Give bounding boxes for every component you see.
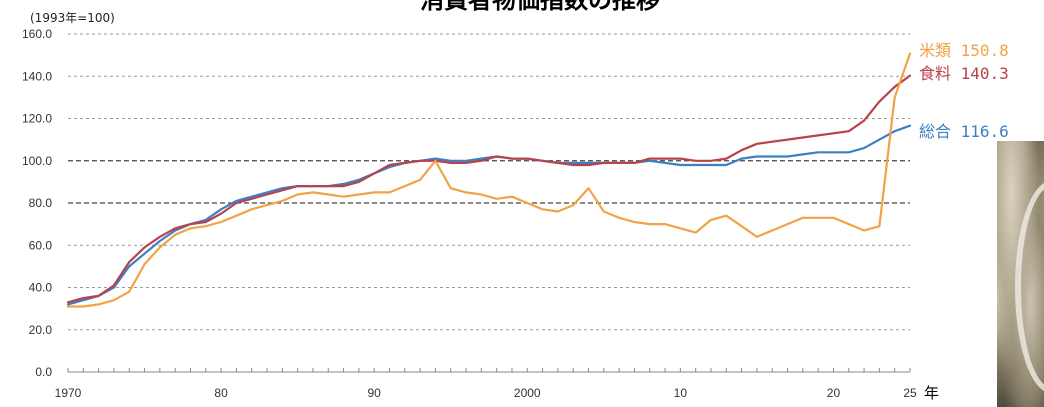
y-tick-label: 120.0 (22, 112, 52, 126)
series-end-labels: 総合 116.6 食料 140.3 米類 150.8 (919, 41, 1009, 141)
rice-bowl-rim (1015, 181, 1044, 393)
x-tick-label: 2000 (514, 386, 541, 400)
x-tick-label: 1970 (55, 386, 82, 400)
x-tick-label: 10 (674, 386, 688, 400)
y-tick-label: 100.0 (22, 154, 52, 168)
x-axis: 1970 80 90 2000 10 20 25 年 (55, 368, 939, 402)
series-lines (66, 52, 912, 308)
y-unit-note: (1993年=100) (30, 11, 115, 25)
y-tick-label: 160.0 (22, 27, 52, 41)
rice-photo (997, 141, 1044, 407)
series-line (66, 52, 912, 308)
y-tick-label: 60.0 (29, 238, 53, 252)
y-axis-tick-labels: 0.0 20.0 40.0 60.0 80.0 100.0 120.0 140.0 160.0 (22, 27, 52, 379)
series-end-label: 米類 150.8 (919, 41, 1009, 60)
series-line (66, 74, 912, 304)
chart-title: 消費者物価指数の推移 (420, 0, 660, 14)
series-end-label: 総合 116.6 (919, 122, 1009, 141)
y-tick-label: 0.0 (35, 365, 52, 379)
series-line (66, 124, 912, 306)
y-tick-label: 40.0 (29, 281, 53, 295)
gridlines (68, 33, 910, 331)
x-tick-label: 25 (903, 386, 917, 400)
y-tick-label: 80.0 (29, 196, 53, 210)
y-tick-label: 140.0 (22, 69, 52, 83)
x-tick-label: 80 (214, 386, 228, 400)
x-tick-label: 20 (827, 386, 841, 400)
x-unit-label: 年 (924, 384, 939, 402)
y-tick-label: 20.0 (29, 323, 53, 337)
series-end-label: 食料 140.3 (919, 64, 1009, 83)
x-tick-label: 90 (368, 386, 382, 400)
